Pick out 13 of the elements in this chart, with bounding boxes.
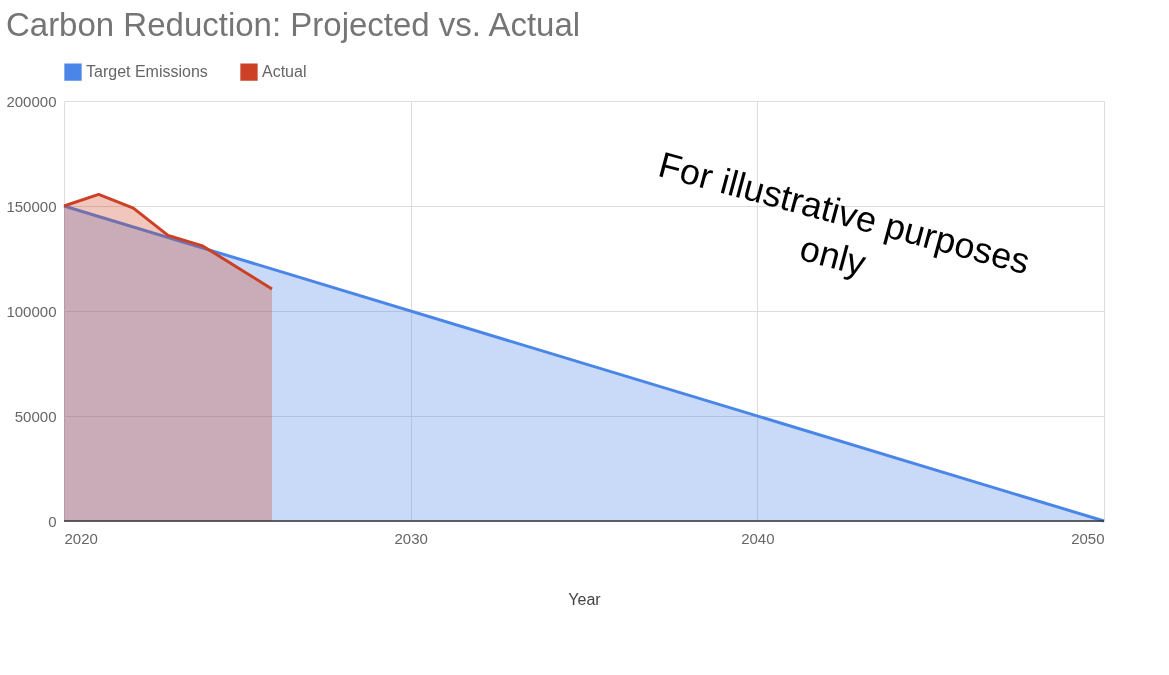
chart-title: Carbon Reduction: Projected vs. Actual	[5, 6, 581, 43]
y-tick-label: 0	[48, 512, 57, 530]
legend-label: Actual	[262, 63, 307, 81]
y-tick-label: 200000	[6, 92, 57, 110]
y-tick-label: 150000	[6, 197, 57, 215]
x-tick-label: 2050	[1071, 529, 1105, 547]
x-axis-title: Year	[568, 590, 602, 608]
y-tick-label: 100000	[6, 302, 57, 320]
x-tick-label: 2040	[741, 529, 775, 547]
y-tick-label: 50000	[14, 407, 57, 425]
x-tick-label: 2030	[394, 529, 428, 547]
legend-label: Target Emissions	[86, 63, 208, 81]
x-tick-label: 2020	[64, 529, 98, 547]
